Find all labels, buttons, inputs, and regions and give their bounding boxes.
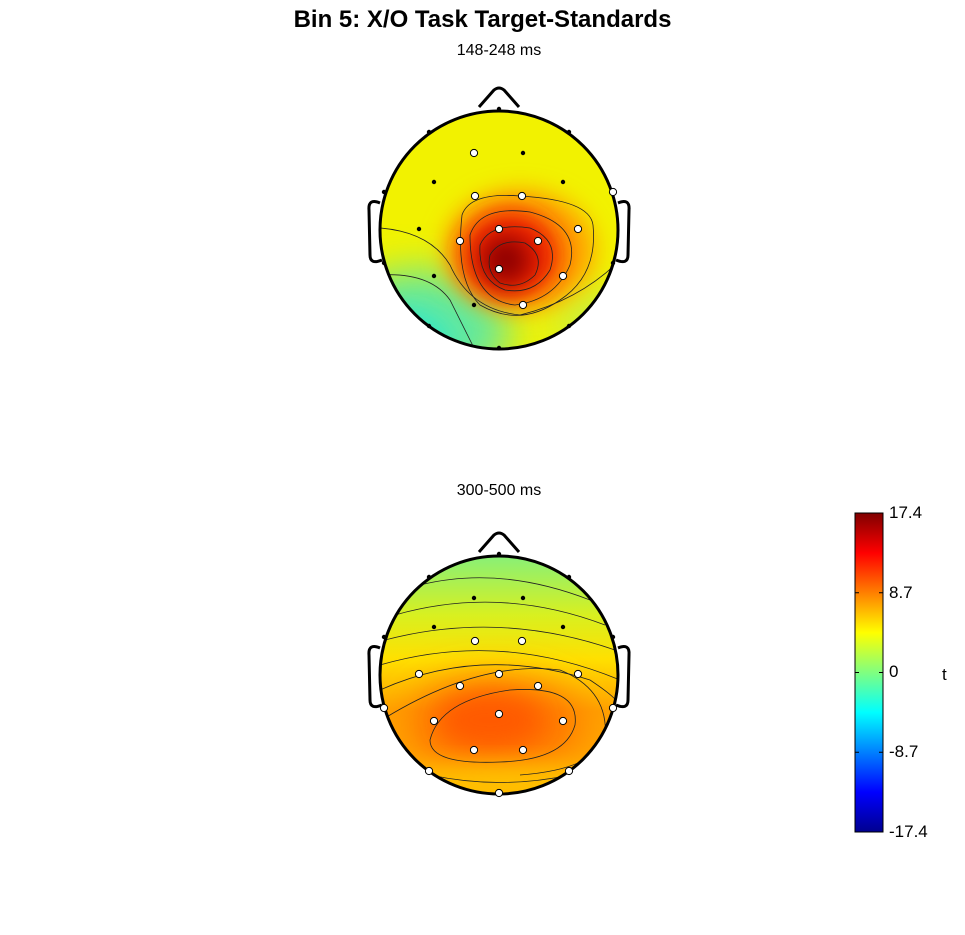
left-ear-icon [367, 645, 383, 709]
electrode-significant [494, 264, 504, 274]
electrode-significant [533, 681, 543, 691]
electrode [381, 634, 387, 640]
electrode [566, 129, 572, 135]
electrode [520, 595, 526, 601]
colorbar-gradient [854, 512, 884, 833]
electrode-significant [470, 191, 480, 201]
electrode [381, 260, 387, 266]
right-ear-icon [615, 200, 631, 264]
electrode-significant [608, 187, 618, 197]
electrode [426, 323, 432, 329]
figure-title: Bin 5: X/O Task Target-Standards [293, 6, 672, 33]
electrode-significant [379, 703, 389, 713]
topomap-2 [367, 531, 631, 798]
colorbar-tick-label: 8.7 [889, 583, 913, 602]
electrode [566, 323, 572, 329]
colorbar [854, 512, 884, 833]
electrode-significant [429, 716, 439, 726]
electrode-significant [517, 191, 527, 201]
map-1-field [380, 111, 618, 349]
colorbar-tick-label: 0 [889, 662, 899, 681]
electrode-significant [558, 716, 568, 726]
electrode [431, 624, 437, 630]
electrode-significant [494, 709, 504, 719]
electrode [471, 302, 477, 308]
electrode-significant [608, 703, 618, 713]
electrode [496, 106, 502, 112]
nose-icon [477, 86, 521, 108]
electrode-significant [455, 236, 465, 246]
electrode-significant [469, 148, 479, 158]
left-ear-icon [367, 200, 383, 264]
colorbar-tick-label: -17.4 [889, 822, 928, 841]
electrode-significant [517, 636, 527, 646]
electrode [426, 129, 432, 135]
right-ear-icon [615, 645, 631, 709]
electrode [431, 273, 437, 279]
electrode-significant [470, 636, 480, 646]
electrode-significant [494, 788, 504, 798]
map-1-subtitle: 148-248 ms [456, 42, 542, 59]
electrode [381, 189, 387, 195]
electrode [520, 150, 526, 156]
electrode-significant [469, 745, 479, 755]
electrode [471, 595, 477, 601]
electrode-significant [494, 224, 504, 234]
electrode-significant [564, 766, 574, 776]
electrode [560, 179, 566, 185]
nose-icon [477, 531, 521, 553]
electrode [496, 345, 502, 351]
colorbar-tick-label: 17.4 [889, 503, 923, 522]
map-2-subtitle: 300-500 ms [456, 482, 542, 499]
map-2-field [380, 556, 618, 794]
electrode [426, 574, 432, 580]
electrode-significant [494, 669, 504, 679]
topomap-1 [367, 86, 631, 351]
electrode-significant [414, 669, 424, 679]
electrode-significant [518, 300, 528, 310]
electrode-significant [455, 681, 465, 691]
electrode [560, 624, 566, 630]
electrode [496, 551, 502, 557]
electrode [610, 260, 616, 266]
electrode-significant [573, 669, 583, 679]
electrode-significant [518, 745, 528, 755]
colorbar-tick-label: -8.7 [889, 742, 919, 761]
electrode [416, 226, 422, 232]
electrode [566, 574, 572, 580]
electrode [610, 634, 616, 640]
electrode-significant [424, 766, 434, 776]
electrode [431, 179, 437, 185]
electrode-significant [573, 224, 583, 234]
electrode-significant [558, 271, 568, 281]
electrode-significant [533, 236, 543, 246]
colorbar-label: t [942, 665, 947, 684]
